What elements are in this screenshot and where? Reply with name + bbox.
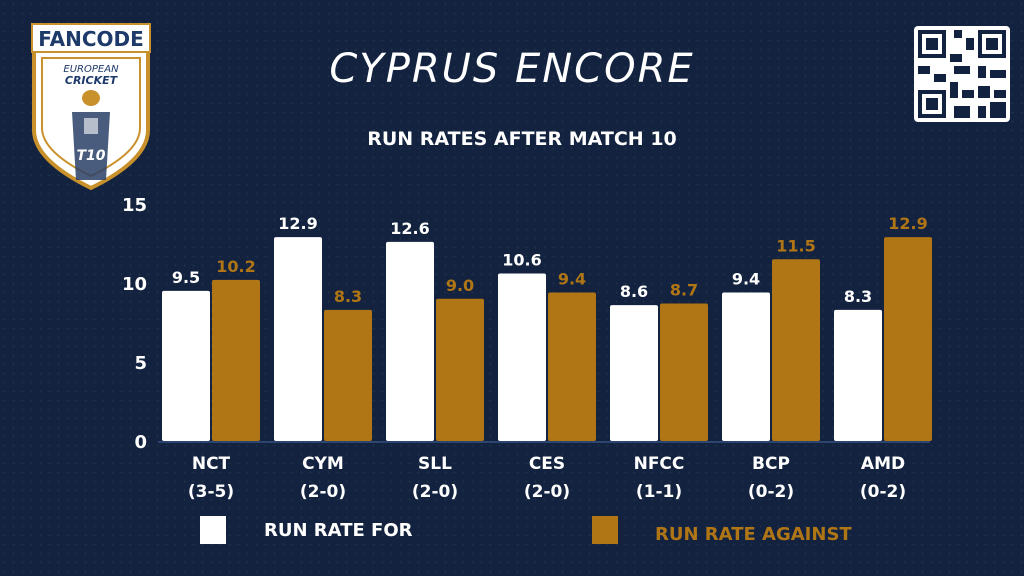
logo-brand: FANCODE [38, 27, 144, 51]
data-label: 12.9 [888, 214, 927, 233]
data-label: 9.0 [446, 276, 474, 295]
data-label: 9.4 [732, 269, 760, 288]
data-label: 8.7 [670, 281, 698, 300]
bar-run-rate-for [834, 309, 882, 441]
legend-swatch-against [592, 516, 618, 544]
y-tick-label: 15 [122, 195, 147, 216]
chart-bars [162, 237, 932, 441]
data-label: 8.3 [334, 287, 362, 306]
logo-badge: T10 [76, 148, 105, 164]
x-category-label: SLL [418, 454, 452, 474]
bar-run-rate-against [772, 259, 820, 441]
y-tick-label: 0 [134, 432, 147, 453]
x-category-record: (0-2) [860, 482, 906, 502]
bar-run-rate-against [324, 309, 372, 441]
x-category-record: (2-0) [412, 482, 458, 502]
x-category-label: NFCC [634, 454, 685, 474]
bar-run-rate-against [548, 292, 596, 441]
chart-labels: 9.5 10.2 NCT (3-5) 12.9 8.3 CYM (2-0) 12.6 9.0 SLL… [172, 214, 928, 502]
data-label: 11.5 [776, 236, 815, 255]
x-category-record: (1-1) [636, 482, 682, 502]
data-label: 12.6 [390, 219, 429, 238]
bar-run-rate-for [386, 241, 434, 441]
bar-run-rate-against [436, 298, 484, 441]
legend-swatch-for [200, 516, 226, 544]
x-category-label: AMD [861, 454, 905, 474]
x-category-record: (2-0) [524, 482, 570, 502]
qr-code-icon[interactable] [914, 26, 1010, 122]
data-label: 9.4 [558, 269, 586, 288]
logo-line1: EUROPEAN [63, 64, 119, 75]
data-label: 8.3 [844, 287, 872, 306]
page-title: CYPRUS ENCORE [329, 46, 695, 92]
data-label: 9.5 [172, 268, 200, 287]
x-category-label: CYM [302, 454, 344, 474]
bar-run-rate-against [660, 303, 708, 441]
data-label: 10.6 [502, 251, 541, 270]
data-label: 8.6 [620, 282, 648, 301]
bar-run-rate-for [498, 273, 546, 441]
legend-label-for: RUN RATE FOR [264, 520, 413, 541]
bar-run-rate-against [212, 279, 260, 441]
x-category-label: BCP [752, 454, 790, 474]
chart-subtitle: RUN RATES AFTER MATCH 10 [367, 128, 677, 150]
data-label: 10.2 [216, 257, 255, 276]
logo-line2: CRICKET [65, 74, 119, 87]
x-category-record: (2-0) [300, 482, 346, 502]
x-category-record: (0-2) [748, 482, 794, 502]
chart-axes: 0 5 10 15 [122, 195, 930, 453]
bar-run-rate-for [722, 292, 770, 441]
bar-run-rate-against [884, 237, 932, 441]
bar-run-rate-for [162, 290, 210, 441]
legend-label-against: RUN RATE AGAINST [655, 524, 852, 545]
x-category-label: CES [529, 454, 565, 474]
qr-code-pattern [918, 30, 1006, 118]
bar-run-rate-for [610, 305, 658, 441]
bar-run-rate-for [274, 237, 322, 441]
fancode-european-cricket-t10-logo: FANCODE EUROPEAN CRICKET T10 [31, 23, 151, 191]
y-tick-label: 5 [134, 353, 147, 374]
x-category-record: (3-5) [188, 482, 234, 502]
y-tick-label: 10 [122, 274, 147, 295]
x-category-label: NCT [192, 454, 231, 474]
data-label: 12.9 [278, 214, 317, 233]
